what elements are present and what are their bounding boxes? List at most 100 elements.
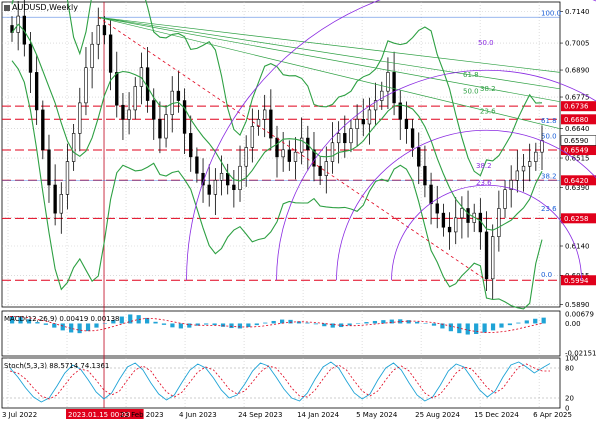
- macd-bar: [541, 317, 546, 324]
- fib-fan-line: [98, 16, 561, 73]
- y-tick-label: 0.7140: [565, 8, 590, 16]
- bollinger-lower: [11, 60, 543, 310]
- x-tick-label: 15 Dec 2024: [474, 411, 519, 419]
- bollinger-upper: [11, 0, 543, 177]
- fib-arc-500: [276, 69, 596, 281]
- candle-body: [244, 147, 248, 167]
- x-tick-highlight-bg: [66, 409, 144, 419]
- fib-fan-label: 61.8: [463, 71, 479, 79]
- macd-bar: [246, 323, 251, 328]
- macd-bar: [474, 323, 479, 334]
- macd-bar: [254, 323, 259, 326]
- macd-bar: [347, 323, 352, 326]
- candle-body: [84, 67, 88, 104]
- candle-body: [404, 119, 409, 129]
- price-level-tag-bg: [561, 175, 596, 186]
- macd-bar: [26, 319, 32, 324]
- x-tick-label: 6 Apr 2025: [533, 411, 572, 419]
- last-price-tag: 0.6590: [564, 137, 589, 145]
- macd-bar: [161, 323, 167, 325]
- candle-body: [65, 161, 70, 195]
- macd-bar: [153, 321, 158, 324]
- candle-body: [213, 180, 218, 195]
- candle-body: [343, 133, 347, 144]
- price-level-tag-bg: [561, 114, 596, 125]
- macd-bar: [18, 317, 23, 324]
- fib-retrace-label: 38.2: [541, 172, 557, 180]
- price-level-tag-bg: [561, 101, 596, 112]
- candle-body: [96, 25, 100, 45]
- fib-retrace-label: 0.0: [541, 271, 552, 279]
- x-tick-label: 24 Sep 2023: [238, 411, 282, 419]
- macd-bar: [102, 323, 108, 324]
- macd-bar: [415, 321, 420, 324]
- fib-arc-382: [336, 129, 596, 281]
- macd-bar: [389, 319, 394, 324]
- candle-body: [515, 170, 520, 181]
- candle-body: [441, 212, 446, 228]
- macd-bar: [263, 322, 268, 324]
- price-level-tag: 0.6549: [564, 147, 589, 155]
- candle-body: [207, 184, 211, 195]
- macd-pane-border: [1, 310, 561, 357]
- candle-body: [176, 90, 181, 101]
- macd-bar: [448, 323, 453, 332]
- fib-retrace-label: 61.8: [541, 117, 557, 125]
- macd-bar: [533, 318, 538, 324]
- candle-body: [349, 128, 353, 144]
- candle-body: [41, 109, 45, 151]
- macd-y-tick: 0.00679: [565, 311, 594, 319]
- y-tick-label: 0.6775: [565, 94, 590, 102]
- x-tick-label: 3 Jul 2022: [2, 411, 37, 419]
- stoch-pane-border: [1, 357, 561, 409]
- macd-bar: [43, 323, 48, 325]
- candle-body: [417, 147, 421, 167]
- stoch-y-tick: 20: [565, 395, 574, 403]
- symbol-title-text: AUDUSD,Weekly: [12, 3, 78, 12]
- candle-body: [34, 72, 39, 111]
- candle-body: [275, 137, 279, 158]
- fib-fan-label: 50.0: [463, 88, 479, 96]
- price-level-tag: 0.6736: [564, 103, 589, 111]
- macd-bar: [111, 320, 116, 324]
- price-level-tag: 0.6680: [564, 116, 589, 124]
- macd-y-tick: -0.02151: [565, 350, 596, 358]
- candle-body: [447, 226, 452, 233]
- candle-body: [484, 231, 489, 280]
- y-tick-label: 0.6390: [565, 184, 590, 192]
- x-tick-label: 23 Feb 2023: [120, 411, 164, 419]
- candle-body: [189, 133, 193, 158]
- macd-bar: [52, 323, 57, 328]
- candle-body: [71, 133, 76, 162]
- macd-bar: [457, 323, 462, 334]
- macd-bar: [499, 323, 504, 328]
- candle-body: [534, 151, 538, 162]
- x-tick-label: 4 Jun 2023: [179, 411, 217, 419]
- macd-bar: [516, 322, 521, 324]
- candle-body: [398, 102, 402, 120]
- candle-body: [238, 165, 242, 190]
- candle-body: [281, 149, 285, 158]
- x-tick-label: 14 Jan 2024: [297, 411, 340, 419]
- candle-body: [503, 189, 507, 209]
- candle-body: [127, 109, 131, 120]
- macd-bar: [187, 323, 192, 328]
- y-tick-label: 0.6890: [565, 67, 590, 75]
- trend-line: [98, 16, 487, 281]
- candle-body: [164, 114, 168, 139]
- candle-body: [324, 161, 328, 176]
- stoch-y-tick: 80: [565, 365, 574, 373]
- macd-bar: [94, 323, 99, 328]
- macd-bar: [212, 323, 217, 326]
- macd-bar: [465, 323, 470, 335]
- candle-body: [386, 72, 390, 92]
- candle-body: [293, 151, 298, 162]
- candle-body: [182, 100, 187, 134]
- macd-bar: [204, 323, 209, 325]
- macd-signal-line: [9, 316, 542, 334]
- candle-body: [299, 137, 304, 153]
- candle-body: [540, 140, 544, 153]
- fib-arc-label: 50.0: [478, 39, 494, 47]
- candle-body: [59, 194, 63, 214]
- candle-body: [145, 67, 150, 101]
